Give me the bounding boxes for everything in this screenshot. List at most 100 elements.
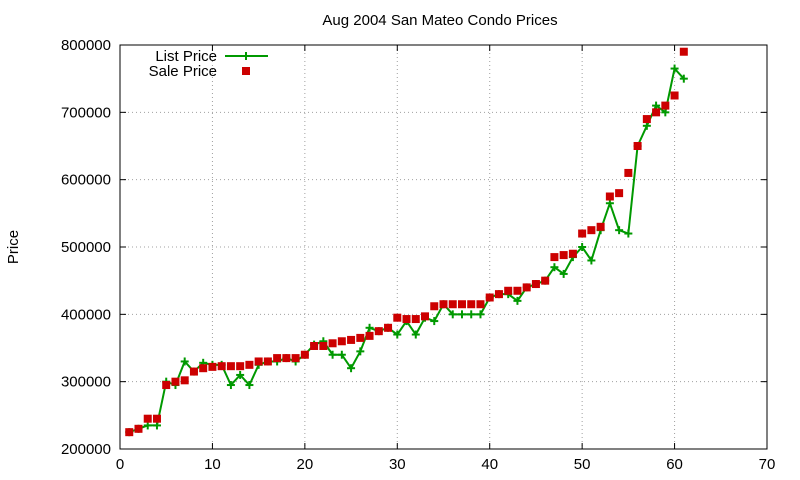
- legend-marker-sale-price: [242, 67, 250, 75]
- list-price-point: [245, 381, 254, 390]
- list-price-point: [347, 364, 356, 373]
- axis-ticks: 0 10 20 30 40 50 60 70 200000 300000 400000 500000 6…: [61, 37, 775, 473]
- x-tick-label: 20: [297, 456, 314, 473]
- sale-price-point: [411, 315, 420, 324]
- x-tick-label: 50: [574, 456, 591, 473]
- sale-price-point: [134, 424, 143, 433]
- sale-price-point: [152, 414, 161, 423]
- list-price-point: [661, 108, 670, 117]
- sale-price-point: [522, 283, 531, 292]
- sale-price-point: [384, 323, 393, 332]
- sale-price-point: [467, 300, 476, 309]
- x-tick-label: 60: [666, 456, 683, 473]
- sale-price-point: [337, 337, 346, 346]
- list-price-point: [180, 357, 189, 366]
- sale-price-point: [476, 300, 485, 309]
- sale-price-point: [217, 362, 226, 371]
- sale-price-point: [504, 286, 513, 295]
- sale-price-point: [457, 300, 466, 309]
- sale-price-point: [199, 364, 208, 373]
- sale-price-point: [356, 333, 365, 342]
- sale-price-point: [485, 293, 494, 302]
- sale-price-point: [531, 280, 540, 289]
- list-price-point: [605, 199, 614, 208]
- sale-price-point: [642, 115, 651, 124]
- list-price-point: [467, 310, 476, 319]
- y-axis-label: Price: [5, 230, 22, 264]
- sale-price-point: [226, 362, 235, 371]
- list-price-point: [365, 323, 374, 332]
- sale-price-point: [587, 226, 596, 235]
- sale-price-point: [263, 357, 272, 366]
- list-price-point: [587, 256, 596, 265]
- list-price-point: [476, 310, 485, 319]
- sale-price-point: [162, 381, 171, 390]
- list-price-point: [457, 310, 466, 319]
- sale-price-point: [615, 189, 624, 198]
- sale-price-point: [245, 360, 254, 369]
- legend-label-sale-price: Sale Price: [149, 63, 217, 80]
- sale-price-point: [208, 362, 217, 371]
- list-price-point: [236, 370, 245, 379]
- y-tick-label: 400000: [61, 306, 111, 323]
- x-tick-label: 0: [116, 456, 124, 473]
- sale-price-point: [365, 331, 374, 340]
- sale-price-point: [421, 312, 430, 321]
- list-price-point: [328, 350, 337, 359]
- sale-price-point: [282, 354, 291, 363]
- list-price-point: [430, 317, 439, 326]
- x-tick-label: 70: [759, 456, 776, 473]
- sale-price-point: [402, 315, 411, 324]
- chart-title: Aug 2004 San Mateo Condo Prices: [322, 12, 557, 29]
- list-price-point: [624, 229, 633, 238]
- sale-price-point: [550, 253, 559, 262]
- list-price-point: [670, 64, 679, 73]
- list-price-point: [615, 226, 624, 235]
- sale-price-point: [189, 367, 198, 376]
- sale-price-point: [319, 341, 328, 350]
- y-tick-label: 800000: [61, 37, 111, 54]
- list-price-point: [578, 243, 587, 251]
- sale-price-point: [679, 47, 688, 56]
- sale-price-point: [328, 339, 337, 348]
- legend: List Price Sale Price: [149, 48, 268, 80]
- sale-price-point: [291, 354, 300, 363]
- list-price-point: [337, 350, 346, 359]
- series: [125, 47, 688, 437]
- x-tick-label: 40: [481, 456, 498, 473]
- list-price-point: [448, 310, 457, 319]
- y-tick-label: 700000: [61, 104, 111, 121]
- sale-price-point: [273, 354, 282, 363]
- sale-price-point: [605, 192, 614, 201]
- sale-price-point: [661, 101, 670, 110]
- grid: [120, 45, 767, 449]
- sale-price-point: [568, 249, 577, 258]
- y-tick-label: 600000: [61, 172, 111, 189]
- sale-price-point: [143, 414, 152, 423]
- list-price-point: [143, 421, 152, 430]
- list-price-point: [550, 263, 559, 272]
- legend-label-list-price: List Price: [155, 48, 217, 65]
- sale-price-point: [125, 428, 134, 437]
- sale-price-point: [236, 362, 245, 371]
- plot-frame: [119, 44, 768, 450]
- sale-price-point: [652, 108, 661, 117]
- list-price-point: [513, 296, 522, 305]
- sale-price-point: [559, 251, 568, 260]
- sale-price-point: [430, 302, 439, 311]
- y-tick-label: 200000: [61, 441, 111, 458]
- list-price-point: [559, 269, 568, 278]
- list-price-point: [356, 347, 365, 356]
- legend-marker-list-price: [242, 52, 250, 60]
- list-price-point: [226, 381, 235, 390]
- list-price-point: [411, 330, 420, 339]
- sale-price-point: [541, 276, 550, 285]
- sale-price-point: [596, 222, 605, 231]
- sale-price-point: [448, 300, 457, 309]
- sale-price-point: [300, 350, 309, 359]
- list-price-point: [679, 74, 688, 83]
- list-price-point: [642, 121, 651, 130]
- sale-price-point: [439, 300, 448, 309]
- list-price-point: [152, 421, 161, 430]
